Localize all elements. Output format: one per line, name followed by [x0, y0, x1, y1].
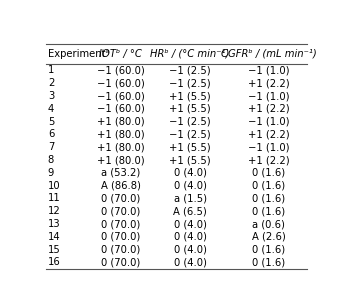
Text: −1 (60.0): −1 (60.0): [97, 78, 145, 88]
Text: 4: 4: [48, 104, 54, 114]
Text: +1 (80.0): +1 (80.0): [97, 142, 144, 152]
Text: 7: 7: [48, 142, 54, 152]
Text: +1 (5.5): +1 (5.5): [169, 104, 211, 114]
Text: a (1.5): a (1.5): [173, 193, 206, 203]
Text: +1 (2.2): +1 (2.2): [248, 155, 289, 165]
Text: 0 (1.6): 0 (1.6): [252, 257, 285, 267]
Text: −1 (1.0): −1 (1.0): [248, 91, 289, 101]
Text: 8: 8: [48, 155, 54, 165]
Text: 1: 1: [48, 65, 54, 76]
Text: CGFRᵇ / (mL min⁻¹): CGFRᵇ / (mL min⁻¹): [221, 49, 316, 59]
Text: +1 (2.2): +1 (2.2): [248, 104, 289, 114]
Text: −1 (2.5): −1 (2.5): [169, 65, 211, 76]
Text: +1 (2.2): +1 (2.2): [248, 129, 289, 140]
Text: +1 (5.5): +1 (5.5): [169, 142, 211, 152]
Text: 12: 12: [48, 206, 61, 216]
Text: 0 (4.0): 0 (4.0): [174, 181, 206, 191]
Text: 5: 5: [48, 117, 54, 127]
Text: Experimentᵃ: Experimentᵃ: [48, 49, 109, 59]
Text: 0 (1.6): 0 (1.6): [252, 168, 285, 178]
Text: −1 (1.0): −1 (1.0): [248, 142, 289, 152]
Text: 0 (4.0): 0 (4.0): [174, 219, 206, 229]
Text: 0 (70.0): 0 (70.0): [101, 257, 140, 267]
Text: −1 (60.0): −1 (60.0): [97, 91, 145, 101]
Text: 6: 6: [48, 129, 54, 140]
Text: 16: 16: [48, 257, 61, 267]
Text: +1 (5.5): +1 (5.5): [169, 91, 211, 101]
Text: 0 (4.0): 0 (4.0): [174, 168, 206, 178]
Text: +1 (5.5): +1 (5.5): [169, 155, 211, 165]
Text: 9: 9: [48, 168, 54, 178]
Text: −1 (2.5): −1 (2.5): [169, 117, 211, 127]
Text: −1 (1.0): −1 (1.0): [248, 117, 289, 127]
Text: IOTᵇ / °C: IOTᵇ / °C: [99, 49, 142, 59]
Text: A (86.8): A (86.8): [101, 181, 141, 191]
Text: −1 (60.0): −1 (60.0): [97, 65, 145, 76]
Text: 0 (70.0): 0 (70.0): [101, 193, 140, 203]
Text: A (2.6): A (2.6): [251, 232, 285, 242]
Text: 0 (4.0): 0 (4.0): [174, 244, 206, 255]
Text: 11: 11: [48, 193, 61, 203]
Text: −1 (60.0): −1 (60.0): [97, 104, 145, 114]
Text: 0 (4.0): 0 (4.0): [174, 232, 206, 242]
Text: 0 (1.6): 0 (1.6): [252, 193, 285, 203]
Text: +1 (80.0): +1 (80.0): [97, 129, 144, 140]
Text: 0 (70.0): 0 (70.0): [101, 244, 140, 255]
Text: HRᵇ / (°C min⁻¹): HRᵇ / (°C min⁻¹): [150, 49, 230, 59]
Text: 13: 13: [48, 219, 61, 229]
Text: A (6.5): A (6.5): [173, 206, 207, 216]
Text: −1 (2.5): −1 (2.5): [169, 78, 211, 88]
Text: −1 (2.5): −1 (2.5): [169, 129, 211, 140]
Text: +1 (80.0): +1 (80.0): [97, 155, 144, 165]
Text: +1 (80.0): +1 (80.0): [97, 117, 144, 127]
Text: 2: 2: [48, 78, 54, 88]
Text: 0 (1.6): 0 (1.6): [252, 181, 285, 191]
Text: 0 (4.0): 0 (4.0): [174, 257, 206, 267]
Text: a (53.2): a (53.2): [101, 168, 140, 178]
Text: 0 (70.0): 0 (70.0): [101, 206, 140, 216]
Text: 10: 10: [48, 181, 61, 191]
Text: 0 (1.6): 0 (1.6): [252, 206, 285, 216]
Text: 3: 3: [48, 91, 54, 101]
Text: 14: 14: [48, 232, 61, 242]
Text: +1 (2.2): +1 (2.2): [248, 78, 289, 88]
Text: 0 (1.6): 0 (1.6): [252, 244, 285, 255]
Text: −1 (1.0): −1 (1.0): [248, 65, 289, 76]
Text: a (0.6): a (0.6): [252, 219, 285, 229]
Text: 0 (70.0): 0 (70.0): [101, 219, 140, 229]
Text: 0 (70.0): 0 (70.0): [101, 232, 140, 242]
Text: 15: 15: [48, 244, 61, 255]
